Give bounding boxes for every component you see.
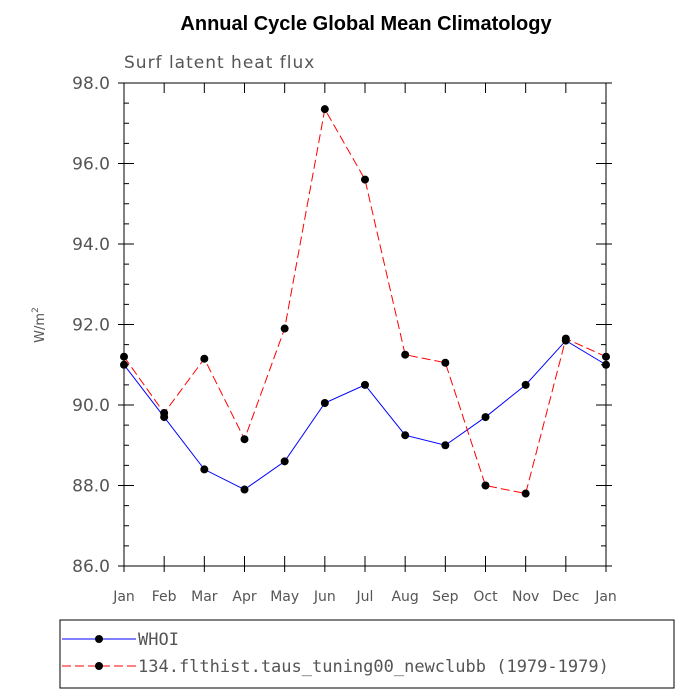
series-1-point — [361, 175, 369, 184]
x-tick-label: Jun — [313, 589, 336, 605]
y-tick-label: 94.0 — [72, 235, 110, 255]
legend-marker-0 — [95, 635, 103, 643]
series-layer — [120, 105, 610, 498]
series-0-point — [401, 431, 410, 440]
series-1-point — [200, 354, 209, 363]
series-0-point — [481, 413, 490, 422]
y-tick-label: 92.0 — [72, 316, 110, 336]
y-tick-label: 86.0 — [72, 557, 110, 577]
series-1-point — [481, 481, 490, 490]
x-tick-label: Jul — [356, 589, 374, 605]
legend-label-0: WHOI — [138, 630, 179, 650]
x-tick-label: Oct — [473, 589, 498, 605]
y-tick-label: 90.0 — [72, 396, 110, 416]
series-0-point — [361, 380, 369, 389]
chart-title: Annual Cycle Global Mean Climatology — [180, 13, 552, 35]
series-1-point — [561, 334, 570, 343]
series-0-point — [240, 485, 249, 494]
x-tick-label: Jan — [594, 589, 617, 605]
series-0-point — [280, 457, 289, 466]
series-1-point — [120, 352, 128, 361]
legend-marker-1 — [95, 662, 103, 670]
series-0-point — [320, 398, 329, 407]
series-line-0 — [123, 339, 607, 491]
x-tick-label: Aug — [391, 589, 418, 605]
series-0-point — [602, 360, 610, 369]
legend-box — [59, 619, 675, 689]
x-tick-label: Mar — [191, 589, 218, 605]
x-tick-label: Apr — [232, 589, 256, 605]
x-tick-label: Sep — [432, 589, 459, 605]
plot-area — [123, 82, 607, 567]
series-1-point — [160, 409, 169, 418]
series-1-point — [401, 350, 410, 359]
legend-label-1: 134.flthist.taus_tuning00_newclubb (1979… — [138, 657, 609, 677]
y-tick-label: 88.0 — [72, 477, 110, 497]
legend: WHOI 134.flthist.taus_tuning00_newclubb (… — [59, 619, 675, 689]
series-1-point — [602, 352, 610, 361]
chart-subtitle: Surf latent heat flux — [124, 53, 315, 73]
series-1-point — [240, 435, 249, 444]
series-1-point — [320, 105, 329, 114]
x-tick-label: Feb — [152, 589, 177, 605]
plot-frame — [123, 82, 607, 567]
x-tick-label: Jan — [112, 589, 135, 605]
series-1-point — [441, 358, 450, 367]
y-tick-label: 98.0 — [72, 74, 110, 94]
x-tick-label: Dec — [552, 589, 579, 605]
series-0-point — [441, 441, 450, 450]
y-axis-label: W/m2 — [31, 307, 48, 343]
series-0-point — [120, 360, 128, 369]
y-tick-label: 96.0 — [72, 155, 110, 175]
series-0-point — [200, 465, 209, 474]
series-1-point — [521, 489, 530, 498]
x-tick-label: Nov — [512, 589, 539, 605]
series-1-point — [280, 324, 289, 333]
series-0-point — [521, 380, 530, 389]
x-tick-label: May — [270, 589, 299, 605]
series-line-1 — [123, 107, 607, 495]
ticks-group: 86.0 88.0 90.0 92.0 94.0 96.0 98.0 Jan Feb Mar Apr… — [72, 74, 617, 605]
